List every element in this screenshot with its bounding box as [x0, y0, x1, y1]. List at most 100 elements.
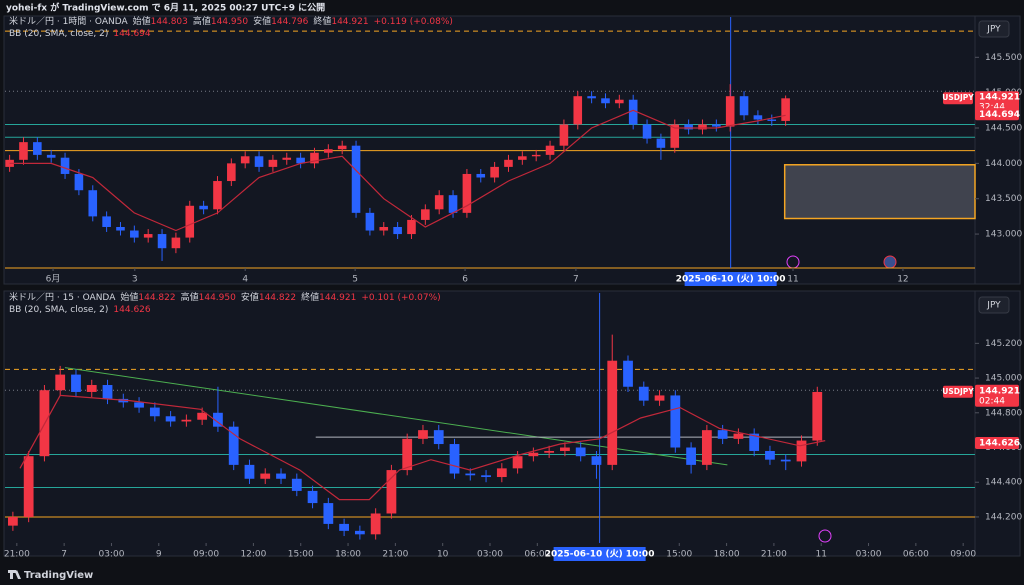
bb-tag-label: 144.626: [979, 439, 1020, 449]
candle-body: [796, 440, 807, 462]
candle-body: [23, 456, 34, 517]
y-tick-label: 145.500: [985, 53, 1022, 63]
candle-body: [733, 433, 744, 439]
candle-body: [712, 124, 721, 127]
candle-body: [310, 152, 319, 164]
crosshair-label-box: [553, 547, 646, 561]
y-tick-label: 143.500: [985, 194, 1022, 204]
candle-body: [504, 159, 513, 167]
brand: TradingView: [24, 570, 93, 581]
zone: [783, 164, 976, 220]
candle-body: [149, 407, 160, 417]
candle-body: [465, 473, 476, 476]
candle-body: [393, 226, 402, 235]
x-tick-label: 18:00: [714, 550, 740, 560]
candle-body: [268, 159, 278, 167]
crosshair-label: 2025-06-10 (火) 10:00: [545, 549, 655, 560]
panel: [3, 15, 1021, 285]
candle-body: [143, 234, 153, 238]
candle-body: [46, 154, 56, 158]
candle-body: [638, 386, 649, 401]
candle-body: [116, 226, 125, 231]
currency: JPY: [986, 301, 1001, 311]
event-icon[interactable]: [883, 255, 897, 269]
y-tick-label: 145.000: [985, 374, 1022, 384]
legend-label: 安値: [241, 291, 259, 303]
candle-body: [418, 430, 428, 439]
legend: 米ドル／円 · 1時間 · OANDA 始値144.803 高値144.950 安値1…: [9, 15, 453, 27]
x-tick-label: 11: [815, 550, 826, 560]
candle-body: [254, 156, 264, 167]
candle-body: [449, 444, 460, 474]
y-tick-label: 145.200: [985, 339, 1022, 349]
legend-value: 144.822: [259, 293, 296, 303]
candle-body: [185, 205, 195, 238]
x-tick-label: 09:00: [193, 550, 219, 560]
candle-body: [615, 99, 624, 104]
bollinger-basis: [9, 109, 786, 232]
candle-body: [434, 195, 444, 210]
y-tick-label: 143.000: [985, 230, 1022, 240]
x-tick-label: 09:00: [950, 550, 976, 560]
currency: JPY: [986, 25, 1001, 35]
candle-body: [240, 156, 250, 164]
candle-body: [490, 166, 499, 178]
x-tick-label: 9: [156, 550, 162, 560]
x-tick-label: 7: [61, 550, 67, 560]
candle-body: [560, 447, 570, 451]
candle-body: [130, 230, 139, 238]
candle-body: [686, 447, 696, 465]
event-icon[interactable]: [818, 529, 832, 543]
legend-value: 144.921: [331, 17, 368, 27]
x-tick-label: 06:00: [524, 550, 550, 560]
x-tick-label: 11: [787, 275, 798, 285]
candle-body: [559, 124, 569, 146]
last-price-tag: [975, 384, 1019, 407]
candle-body: [323, 503, 334, 524]
candle-body: [102, 216, 111, 227]
candle-body: [575, 447, 586, 457]
legend: 米ドル／円 · 15 · OANDA 始値144.822 高値144.950 安値14…: [9, 291, 441, 303]
crosshair-label: 2025-06-10 (火) 10:00: [676, 274, 786, 285]
currency-box: [978, 296, 1010, 314]
x-tick-label: 7: [573, 275, 579, 285]
bb-tag: [975, 437, 1019, 449]
candle-body: [545, 145, 555, 155]
candle-body: [291, 478, 302, 491]
candle-body: [228, 426, 239, 465]
legend-symbol: 米ドル／円 · 15 · OANDA: [9, 291, 116, 303]
candle-body: [86, 385, 97, 392]
candle-body: [656, 138, 666, 148]
bollinger-basis: [19, 394, 826, 501]
candle-body: [88, 190, 98, 217]
bb-tag-label: 144.694: [979, 110, 1020, 120]
x-tick-label: 3: [132, 275, 138, 285]
x-tick-label: 06:00: [903, 550, 929, 560]
legend-label: 高値: [193, 15, 211, 27]
legend-change: +0.119 (+0.08%): [374, 17, 453, 27]
candle-body: [7, 516, 18, 526]
candle-body: [157, 234, 167, 249]
bb-tag: [975, 108, 1019, 121]
candle-body: [654, 395, 665, 401]
candle-body: [379, 226, 389, 231]
x-tick-label: 21:00: [4, 550, 30, 560]
candle-body: [462, 173, 472, 213]
candle-body: [642, 124, 652, 139]
last-price-tag: [975, 91, 1019, 114]
candle-body: [365, 212, 375, 231]
y-tick-label: 144.000: [985, 159, 1022, 169]
y-tick-label: 144.200: [985, 512, 1022, 522]
candle-body: [60, 157, 70, 174]
header-title: yohei-fx が TradingView.com で 6月 11, 2025…: [6, 2, 325, 14]
candle-body: [402, 438, 413, 471]
candle-body: [670, 395, 681, 448]
candle-body: [370, 513, 381, 535]
x-tick-label: 03:00: [477, 550, 503, 560]
plot: [5, 17, 976, 269]
symbol-tag-box: [943, 92, 973, 105]
plot: [5, 293, 975, 543]
x-tick-label: 15:00: [288, 550, 314, 560]
candle-body: [337, 145, 347, 150]
